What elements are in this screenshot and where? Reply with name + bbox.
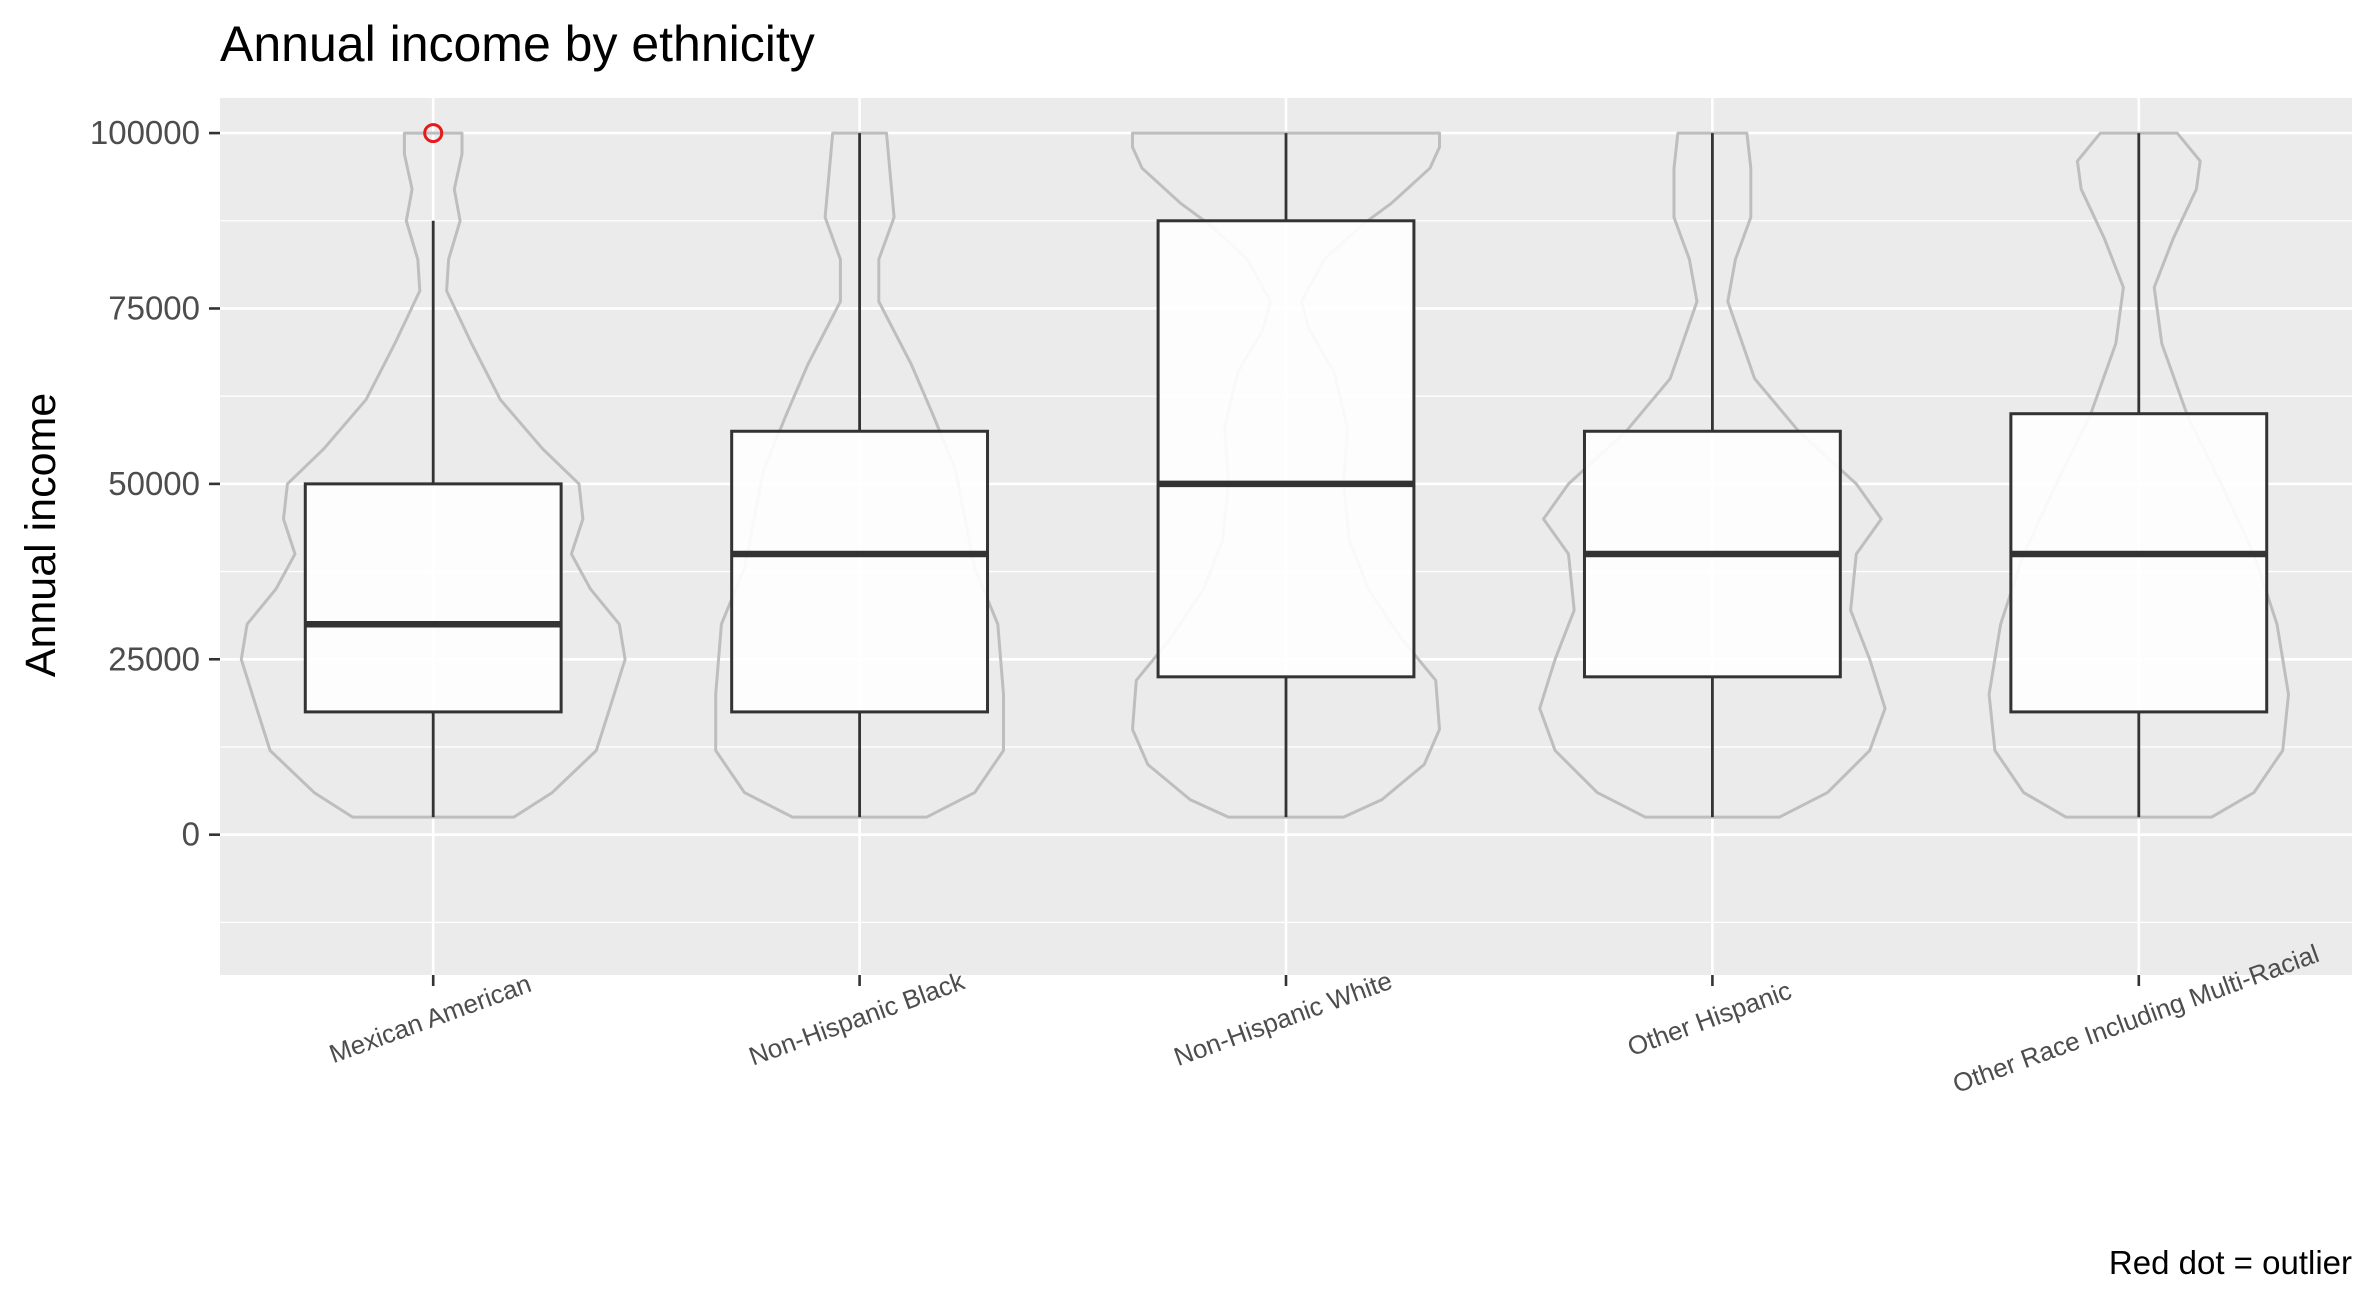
boxplot xyxy=(1582,133,1842,818)
box xyxy=(1156,219,1416,679)
boxplots xyxy=(303,123,2269,818)
y-tick-label: 50000 xyxy=(108,465,200,502)
y-axis: 0 25000 50000 75000 100000 xyxy=(90,114,220,853)
boxplot xyxy=(2009,133,2269,818)
chart-title: Annual income by ethnicity xyxy=(220,16,815,72)
boxplot xyxy=(303,123,563,818)
y-axis-label: Annual income xyxy=(17,393,65,677)
y-tick-label: 100000 xyxy=(90,114,200,151)
violin xyxy=(239,131,627,819)
y-tick-label: 25000 xyxy=(108,640,200,677)
x-tick-label: Other Hispanic xyxy=(1623,975,1795,1062)
boxplot xyxy=(730,133,990,818)
violin xyxy=(1538,131,1887,819)
x-tick-label: Non-Hispanic White xyxy=(1170,965,1396,1072)
y-tick-label: 75000 xyxy=(108,289,200,326)
y-tick-label: 0 xyxy=(182,816,200,853)
chart-caption: Red dot = outlier xyxy=(2109,1244,2352,1281)
box xyxy=(730,429,990,714)
box xyxy=(2009,412,2269,714)
x-tick-label: Mexican American xyxy=(325,968,535,1069)
outlier-point xyxy=(423,123,444,144)
box xyxy=(303,482,563,714)
boxplot xyxy=(1156,133,1416,818)
x-tick-label: Non-Hispanic Black xyxy=(745,965,969,1071)
